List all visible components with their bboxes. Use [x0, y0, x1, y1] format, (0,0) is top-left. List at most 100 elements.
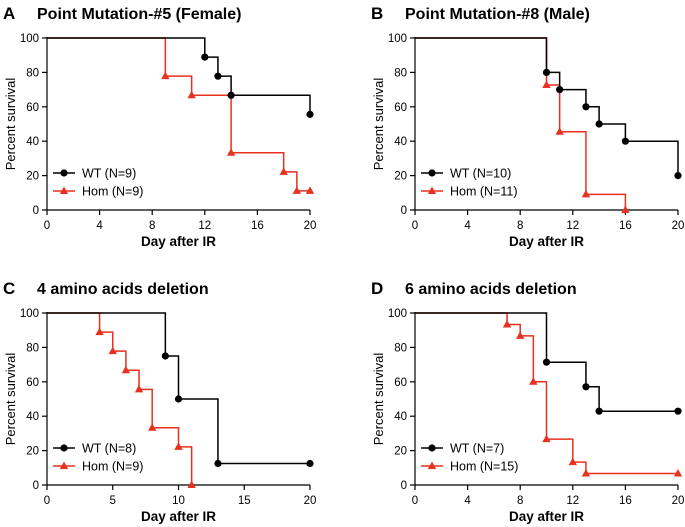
event-marker-hom — [581, 189, 591, 198]
x-tick-label: 5 — [110, 495, 116, 507]
event-marker-hom — [555, 127, 564, 135]
y-tick-label: 20 — [394, 171, 407, 183]
survival-curve-wt — [415, 312, 678, 412]
panel-letter: D — [371, 279, 383, 298]
y-tick-label: 20 — [394, 446, 407, 458]
x-tick-label: 12 — [566, 220, 579, 232]
y-tick-label: 60 — [26, 377, 39, 389]
legend-label: WT (N=9) — [82, 167, 136, 181]
survival-curve-hom — [47, 37, 310, 192]
event-marker-hom — [673, 468, 683, 477]
legend-marker-wt — [60, 444, 68, 452]
legend-marker-hom — [427, 461, 437, 469]
y-tick-label: 80 — [26, 342, 39, 354]
x-axis-title: Day after IR — [141, 234, 216, 249]
event-marker-wt — [542, 68, 551, 76]
chart-title: 6 amino acids deletion — [405, 281, 577, 298]
legend-marker-wt — [428, 444, 436, 452]
event-marker-wt — [582, 383, 590, 391]
survival-chart-a: A Point Mutation-#5 (Female) 0 20 40 60 80 100 0… — [3, 4, 316, 249]
event-marker-wt — [556, 86, 564, 94]
survival-curve-wt — [47, 312, 310, 465]
event-marker-wt — [582, 103, 590, 111]
x-tick-label: 20 — [304, 495, 317, 507]
event-marker-hom — [516, 331, 525, 339]
x-tick-label: 4 — [96, 220, 103, 232]
x-tick-label: 4 — [464, 220, 471, 232]
x-tick-label: 16 — [619, 220, 632, 232]
x-tick-label: 20 — [672, 220, 685, 232]
legend-marker-hom — [59, 186, 69, 194]
y-tick-label: 100 — [20, 308, 39, 320]
event-marker-hom — [581, 468, 591, 477]
event-marker-hom — [305, 186, 315, 194]
event-marker-hom — [502, 320, 512, 328]
event-marker-hom — [529, 377, 538, 385]
survival-curve-hom — [415, 37, 627, 210]
x-tick-label: 8 — [517, 495, 523, 507]
legend-marker-wt — [60, 169, 68, 177]
legend-label: WT (N=7) — [450, 442, 504, 456]
chart-title: 4 amino acids deletion — [37, 281, 209, 298]
event-marker-wt — [621, 137, 629, 145]
event-marker-wt — [174, 395, 183, 403]
x-axis-title: Day after IR — [141, 509, 216, 524]
event-marker-hom — [187, 90, 196, 99]
event-marker-hom — [161, 71, 170, 80]
legend-label: Hom (N=9) — [82, 460, 143, 474]
event-marker-hom — [542, 80, 551, 88]
event-marker-wt — [542, 358, 551, 366]
legend-label: WT (N=8) — [82, 442, 136, 456]
y-tick-label: 40 — [26, 136, 39, 148]
y-tick-label: 40 — [26, 411, 39, 423]
legend-label: Hom (N=15) — [450, 460, 518, 474]
legend-label: Hom (N=9) — [82, 185, 143, 199]
x-tick-label: 0 — [44, 220, 50, 232]
event-marker-wt — [595, 407, 603, 415]
y-tick-label: 80 — [394, 67, 407, 79]
survival-chart-c: C 4 amino acids deletion 0 20 40 60 80 100 0 5 10 1… — [3, 279, 317, 524]
x-tick-label: 8 — [149, 220, 155, 232]
y-tick-label: 0 — [33, 205, 39, 217]
event-marker-wt — [306, 459, 314, 468]
event-marker-hom — [568, 457, 577, 466]
event-marker-hom — [187, 480, 196, 488]
y-tick-label: 80 — [26, 67, 39, 79]
event-marker-hom — [542, 434, 551, 443]
legend-marker-hom — [59, 461, 69, 469]
legend-marker-wt — [428, 169, 436, 177]
event-marker-wt — [201, 53, 209, 61]
event-marker-wt — [227, 91, 235, 99]
event-marker-wt — [674, 407, 682, 415]
event-marker-wt — [214, 459, 222, 468]
y-tick-label: 80 — [394, 342, 407, 354]
y-axis-title: Percent survival — [371, 78, 386, 171]
panel-letter: A — [3, 4, 15, 23]
chart-title: Point Mutation-#5 (Female) — [37, 6, 241, 23]
x-tick-label: 12 — [198, 220, 211, 232]
x-tick-label: 10 — [172, 495, 185, 507]
y-tick-label: 100 — [388, 33, 407, 45]
event-marker-hom — [95, 327, 104, 336]
y-tick-label: 40 — [394, 411, 407, 423]
event-marker-hom — [292, 186, 302, 194]
y-axis-title: Percent survival — [3, 78, 18, 171]
event-marker-hom — [148, 423, 157, 431]
event-marker-wt — [214, 72, 222, 80]
event-marker-hom — [134, 384, 144, 393]
event-marker-hom — [108, 346, 117, 355]
event-marker-hom — [279, 167, 288, 175]
event-marker-hom — [226, 148, 236, 156]
x-tick-label: 0 — [44, 495, 50, 507]
y-tick-label: 60 — [26, 102, 39, 114]
x-tick-label: 8 — [517, 220, 523, 232]
legend-marker-hom — [427, 186, 437, 194]
x-tick-label: 12 — [566, 495, 579, 507]
x-tick-label: 16 — [619, 495, 632, 507]
x-tick-label: 0 — [412, 495, 418, 507]
y-tick-label: 40 — [394, 136, 407, 148]
y-tick-label: 0 — [401, 480, 407, 492]
y-tick-label: 0 — [33, 480, 39, 492]
survival-chart-d: D 6 amino acids deletion 0 20 40 60 80 100 0 4 8 12… — [371, 279, 684, 524]
